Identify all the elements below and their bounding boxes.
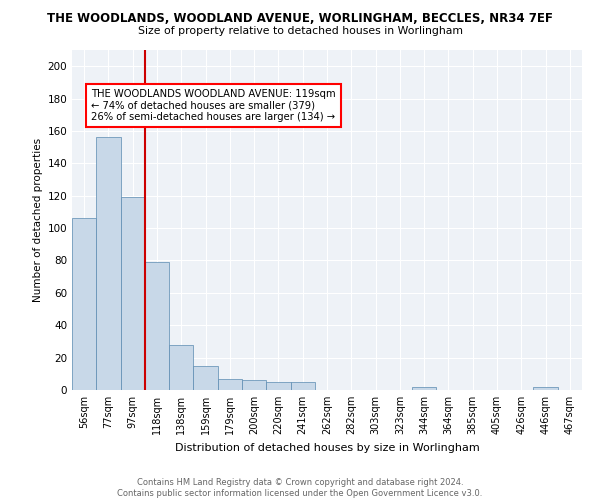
Bar [96,138,121,390]
Text: Contains HM Land Registry data © Crown copyright and database right 2024.
Contai: Contains HM Land Registry data © Crown c… [118,478,482,498]
Text: THE WOODLANDS WOODLAND AVENUE: 119sqm
← 74% of detached houses are smaller (379): THE WOODLANDS WOODLAND AVENUE: 119sqm ← … [91,89,336,122]
Bar [193,366,218,390]
Bar [218,378,242,390]
Bar [290,382,315,390]
Bar [169,344,193,390]
Bar [242,380,266,390]
Text: THE WOODLANDS, WOODLAND AVENUE, WORLINGHAM, BECCLES, NR34 7EF: THE WOODLANDS, WOODLAND AVENUE, WORLINGH… [47,12,553,26]
X-axis label: Distribution of detached houses by size in Worlingham: Distribution of detached houses by size … [175,442,479,452]
Y-axis label: Number of detached properties: Number of detached properties [33,138,43,302]
Bar [121,198,145,390]
Bar [72,218,96,390]
Bar [145,262,169,390]
Text: Size of property relative to detached houses in Worlingham: Size of property relative to detached ho… [137,26,463,36]
Bar [266,382,290,390]
Bar [412,387,436,390]
Bar [533,387,558,390]
